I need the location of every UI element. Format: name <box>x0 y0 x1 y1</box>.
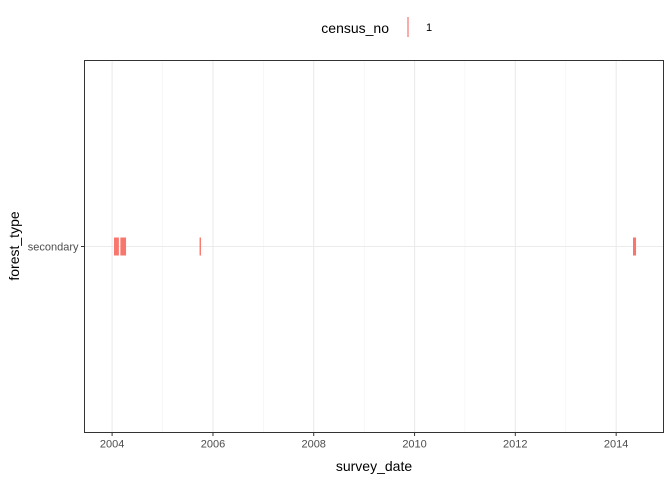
x-tick-label: 2014 <box>604 439 628 451</box>
data-marks <box>114 237 637 256</box>
legend-title: census_no <box>321 20 389 36</box>
x-axis-title: survey_date <box>336 458 412 474</box>
x-tick-label: 2004 <box>100 439 124 451</box>
x-tick-label: 2006 <box>201 439 225 451</box>
legend: census_no 1 <box>321 17 432 37</box>
x-tick-label: 2010 <box>402 439 426 451</box>
major-gridlines <box>84 60 664 433</box>
y-axis-title: forest_type <box>6 211 22 280</box>
x-axis: 2004 2006 2008 2010 2012 2014 <box>100 432 628 451</box>
y-tick-label: secondary <box>28 242 79 254</box>
x-tick-label: 2008 <box>301 439 325 451</box>
legend-label-census-1: 1 <box>426 22 432 34</box>
y-axis: secondary <box>28 242 85 254</box>
x-tick-label: 2012 <box>503 439 527 451</box>
